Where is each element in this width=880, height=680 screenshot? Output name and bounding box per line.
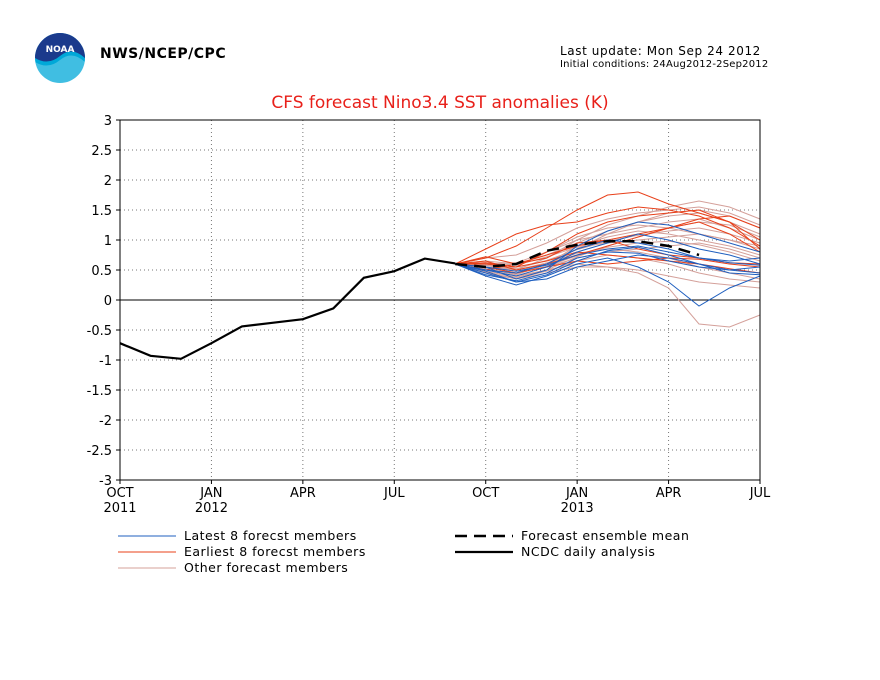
earliest-members	[454, 191, 761, 274]
ensemble-mean-line	[455, 239, 700, 269]
other-member-line	[455, 263, 761, 289]
y-tick-label: 2	[104, 174, 112, 189]
x-tick-label: APR	[290, 486, 316, 501]
y-tick-label: 0	[104, 294, 112, 309]
grid-lines	[120, 120, 760, 480]
x-tick-label: APR	[656, 486, 682, 501]
legend-label-other: Other forecast members	[184, 560, 348, 575]
x-tick-label: OCT	[472, 486, 499, 501]
x-tick-label: JUL	[749, 486, 771, 501]
earliest-member-line	[454, 206, 761, 265]
initial-conditions-label: Initial conditions: 24Aug2012-2Sep2012	[560, 59, 769, 70]
observed-series	[119, 257, 456, 360]
other-member-line	[455, 206, 761, 265]
earliest-member-line	[455, 257, 761, 274]
logo-text: NOAA	[46, 45, 75, 55]
x-tick-label: OCT	[106, 486, 133, 501]
y-tick-label: -3	[99, 474, 112, 489]
y-tick-label: -2	[99, 414, 112, 429]
x-tick-label: JAN	[565, 486, 588, 501]
latest-member-line	[455, 233, 761, 277]
latest-member-line	[455, 221, 761, 280]
x-tick-year: 2011	[103, 501, 136, 516]
ensemble-mean-series	[455, 239, 700, 269]
y-tick-label: 1	[104, 234, 112, 249]
y-tick-label: -2.5	[87, 444, 112, 459]
legend-label-mean: Forecast ensemble mean	[521, 528, 689, 543]
other-members	[455, 200, 761, 328]
x-tick-year: 2012	[195, 501, 228, 516]
other-member-line	[455, 230, 761, 276]
y-tick-label: 1.5	[91, 204, 112, 219]
legend-label-earliest: Earliest 8 forecst members	[184, 544, 366, 559]
latest-member-line	[455, 246, 761, 283]
latest-member-line	[455, 257, 761, 307]
y-axis: 3 2.5 2 1.5 1 0.5 0 -0.5 -1 -1.5 -2 -2.5 -3	[87, 114, 120, 489]
earliest-member-line	[455, 215, 761, 271]
latest-member-line	[455, 245, 761, 272]
legend-label-obs: NCDC daily analysis	[521, 544, 655, 559]
y-tick-label: -0.5	[87, 324, 112, 339]
noaa-logo-icon: NOAA	[35, 33, 85, 84]
observed-line	[119, 257, 456, 360]
legend-label-latest: Latest 8 forecst members	[184, 528, 357, 543]
other-member-line	[455, 218, 761, 265]
earliest-member-line	[455, 191, 761, 265]
agency-label: NWS/NCEP/CPC	[100, 46, 227, 62]
x-tick-label: JAN	[199, 486, 222, 501]
y-tick-label: -1.5	[87, 384, 112, 399]
x-tick-label: JUL	[383, 486, 405, 501]
y-tick-label: 3	[104, 114, 112, 129]
y-tick-label: 2.5	[91, 144, 112, 159]
y-tick-label: -1	[99, 354, 112, 369]
last-update-label: Last update: Mon Sep 24 2012	[560, 44, 761, 58]
chart-title: CFS forecast Nino3.4 SST anomalies (K)	[271, 93, 608, 113]
y-tick-label: 0.5	[91, 264, 112, 279]
x-tick-year: 2013	[561, 501, 594, 516]
